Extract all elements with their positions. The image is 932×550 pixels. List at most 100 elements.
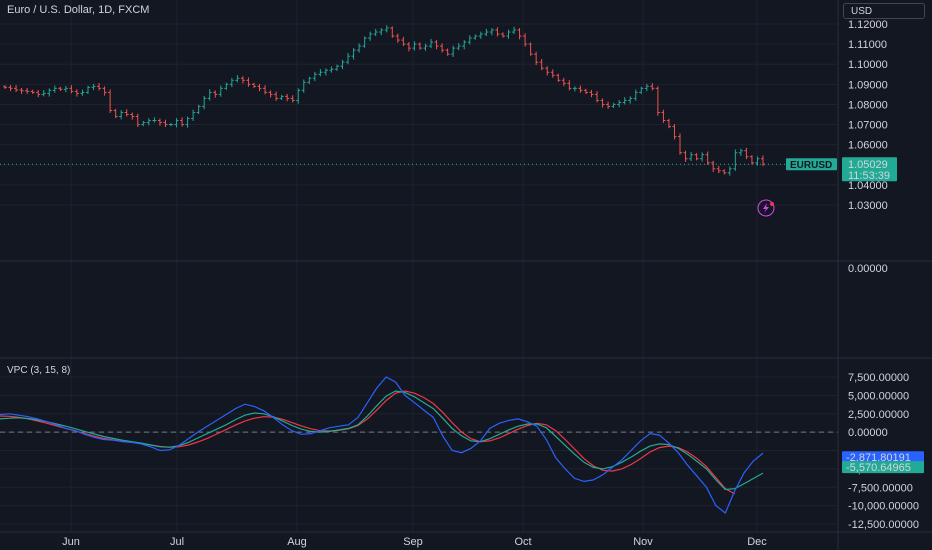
ohlc-bar <box>119 110 124 120</box>
ohlc-bar <box>58 86 63 91</box>
month-label-aug: Aug <box>287 536 307 548</box>
ohlc-bar <box>157 118 162 126</box>
vpc-blue-tag-bg <box>842 451 924 464</box>
ohlc-bar <box>168 122 173 127</box>
lightning-bolt <box>763 203 769 213</box>
ohlc-bar <box>130 112 135 120</box>
ohlc-bar <box>655 86 660 116</box>
symbol-tag-label: EURUSD <box>790 160 832 171</box>
symbol-tag-bg <box>786 158 837 171</box>
vpc-tick-label: -7,500.00000 <box>848 482 913 494</box>
ohlc-bar <box>755 156 760 166</box>
ohlc-bar <box>473 34 478 40</box>
ohlc-bar <box>191 109 196 121</box>
ohlc-bar <box>362 36 367 48</box>
ohlc-bar <box>749 155 754 165</box>
ohlc-bar <box>85 85 90 94</box>
ohlc-bar <box>30 89 35 94</box>
ohlc-bar <box>146 118 151 126</box>
ohlc-bar <box>550 69 555 78</box>
ohlc-bar <box>246 77 251 87</box>
vpc-green-tag-bg <box>842 461 924 474</box>
ohlc-bar <box>80 89 85 96</box>
ohlc-bar <box>329 66 334 73</box>
ohlc-bar <box>650 83 655 91</box>
ohlc-bar <box>263 85 268 95</box>
ohlc-bar <box>711 160 716 173</box>
ohlc-bar <box>91 83 96 91</box>
zero-tick-label: 0.00000 <box>848 263 888 275</box>
ohlc-bar <box>506 29 511 39</box>
price-tick-label: 1.06000 <box>848 140 888 152</box>
ohlc-bar <box>113 108 118 119</box>
price-tick-label: 1.04000 <box>848 180 888 192</box>
ohlc-bar <box>74 89 79 97</box>
ohlc-bar <box>545 66 550 76</box>
ohlc-bar <box>733 149 738 171</box>
ohlc-bar <box>738 148 743 156</box>
ohlc-bar <box>318 69 323 77</box>
ohlc-bar <box>102 86 107 96</box>
ohlc-bar <box>108 89 113 113</box>
ohlc-bar <box>683 150 688 162</box>
ohlc-bar <box>47 88 52 97</box>
ohlc-bar <box>301 79 306 93</box>
ohlc-bar <box>661 109 666 123</box>
ohlc-bar <box>617 100 622 108</box>
ohlc-bar <box>467 35 472 45</box>
vpc-tick-label: 7,500.00000 <box>848 372 909 384</box>
currency-selector[interactable]: USD <box>843 3 925 19</box>
price-tick-label: 1.08000 <box>848 99 888 111</box>
ohlc-bar <box>334 64 339 71</box>
ohlc-bar <box>351 48 356 60</box>
ohlc-bar <box>185 116 190 128</box>
ohlc-bar <box>395 33 400 43</box>
ohlc-bar <box>296 88 301 104</box>
month-label-dec: Dec <box>747 536 767 548</box>
ohlc-bar <box>484 28 489 37</box>
ohlc-bar <box>279 94 284 101</box>
ohlc-bar <box>434 40 439 50</box>
ohlc-bar <box>567 80 572 91</box>
ohlc-bar <box>639 86 644 94</box>
ohlc-bar <box>716 165 721 174</box>
ohlc-bar <box>517 28 522 40</box>
ohlc-bar <box>152 117 157 123</box>
ohlc-bar <box>500 32 505 38</box>
ohlc-bar <box>700 152 705 162</box>
price-tick-label: 1.03000 <box>848 200 888 212</box>
ohlc-bar <box>229 77 234 88</box>
ohlc-bar <box>412 41 417 51</box>
chart-title: Euro / U.S. Dollar, 1D, FXCM <box>7 4 150 16</box>
ohlc-bar <box>722 169 727 175</box>
ohlc-bar <box>218 85 223 97</box>
price-tick-label: 1.11000 <box>848 39 887 51</box>
ohlc-bar <box>19 87 24 94</box>
ohlc-bar <box>368 31 373 41</box>
ohlc-bar <box>290 95 295 103</box>
ohlc-bar <box>456 42 461 51</box>
ohlc-bar <box>489 28 494 36</box>
ohlc-bar <box>141 120 146 127</box>
month-label-sep: Sep <box>403 536 423 548</box>
ohlc-bar <box>268 90 273 98</box>
lightning-icon <box>757 199 775 217</box>
indicator-title[interactable]: VPC (3, 15, 8) <box>7 365 71 376</box>
ohlc-bar <box>274 91 279 101</box>
ohlc-bar <box>578 85 583 93</box>
ohlc-bar <box>235 75 240 83</box>
ohlc-bar <box>423 43 428 51</box>
ohlc-bar <box>606 101 611 109</box>
vpc-green-tag: -5,570.64965 <box>842 461 924 474</box>
ohlc-bar <box>644 83 649 92</box>
ohlc-bar <box>611 102 616 109</box>
ohlc-bar <box>589 89 594 98</box>
ohlc-bar <box>523 33 528 47</box>
ohlc-bar <box>495 27 500 37</box>
ohlc-bar <box>628 96 633 104</box>
ohlc-bar <box>417 42 422 50</box>
ohlc-bar <box>528 42 533 56</box>
